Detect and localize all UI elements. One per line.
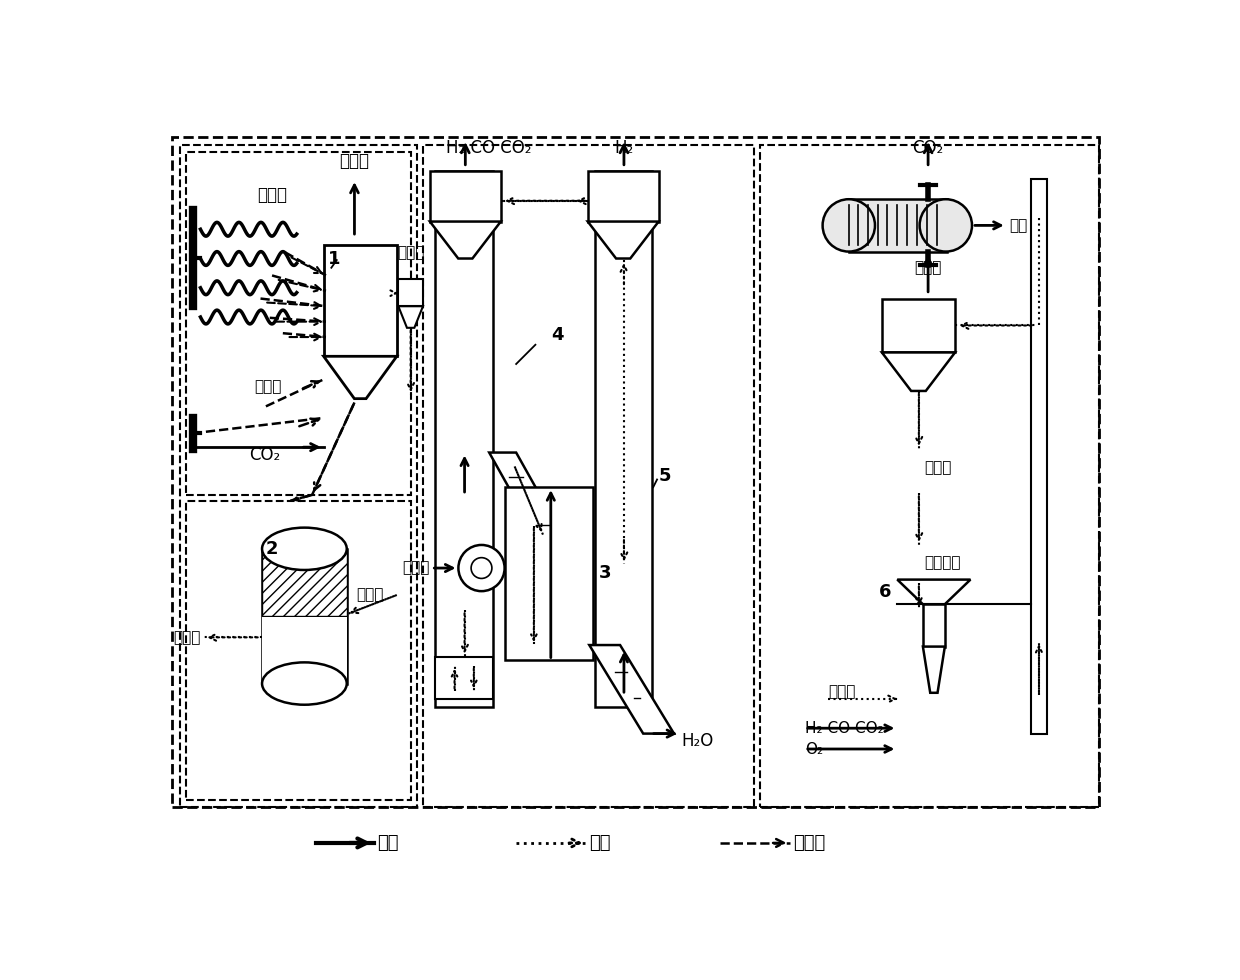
Bar xyxy=(849,199,946,252)
Text: O₂: O₂ xyxy=(805,742,823,757)
Text: 气体: 气体 xyxy=(377,834,399,852)
Bar xyxy=(595,172,652,707)
Text: H₂: H₂ xyxy=(614,139,634,157)
Bar xyxy=(505,487,593,661)
Bar xyxy=(882,299,955,353)
Bar xyxy=(262,549,347,684)
Bar xyxy=(588,172,658,221)
Text: 合成气: 合成气 xyxy=(340,152,370,170)
Text: 3: 3 xyxy=(599,564,611,582)
Polygon shape xyxy=(882,353,955,391)
Bar xyxy=(172,137,1099,807)
Polygon shape xyxy=(490,453,570,549)
Bar xyxy=(423,144,754,807)
Polygon shape xyxy=(589,645,675,734)
Text: 4: 4 xyxy=(551,325,563,344)
Bar xyxy=(186,152,410,495)
Text: 换热器: 换热器 xyxy=(914,260,942,275)
Text: 固体: 固体 xyxy=(589,834,611,852)
Text: 合成气: 合成气 xyxy=(403,561,430,575)
Text: 稀土金属: 稀土金属 xyxy=(924,555,961,570)
Bar xyxy=(398,279,423,306)
Text: 生物灰: 生物灰 xyxy=(924,461,951,475)
Polygon shape xyxy=(588,221,658,259)
Bar xyxy=(180,144,417,807)
Text: 5: 5 xyxy=(658,466,671,485)
Text: 太阳能: 太阳能 xyxy=(257,186,286,204)
Bar xyxy=(430,172,501,221)
Text: CO₂: CO₂ xyxy=(249,446,280,464)
Bar xyxy=(1030,179,1048,734)
Circle shape xyxy=(459,545,505,591)
Text: 生物炭: 生物炭 xyxy=(356,587,383,603)
Bar xyxy=(923,605,945,647)
Text: 6: 6 xyxy=(879,583,892,602)
Text: 1: 1 xyxy=(327,250,340,269)
Ellipse shape xyxy=(262,527,347,570)
Text: H₂ CO CO₂: H₂ CO CO₂ xyxy=(446,139,532,157)
Bar xyxy=(435,172,494,707)
Ellipse shape xyxy=(822,199,875,252)
Bar xyxy=(186,501,410,800)
Text: 石墨烯: 石墨烯 xyxy=(174,630,201,645)
Text: 生物炭: 生物炭 xyxy=(828,684,856,699)
Text: H₂ CO CO₂: H₂ CO CO₂ xyxy=(805,720,884,736)
Ellipse shape xyxy=(262,662,347,705)
Text: H₂O: H₂O xyxy=(682,732,714,751)
Polygon shape xyxy=(398,306,423,327)
Bar xyxy=(324,245,397,357)
Bar xyxy=(435,657,494,699)
Text: 2: 2 xyxy=(265,540,279,558)
Polygon shape xyxy=(923,647,945,693)
Text: 生物炭: 生物炭 xyxy=(397,245,424,260)
Ellipse shape xyxy=(920,199,972,252)
Bar xyxy=(262,549,347,615)
Text: 生物质: 生物质 xyxy=(254,379,281,395)
Polygon shape xyxy=(430,221,501,259)
Text: CO₂: CO₂ xyxy=(913,139,944,157)
Text: 太阳能: 太阳能 xyxy=(794,834,826,852)
Text: 能量: 能量 xyxy=(1009,218,1027,233)
Bar xyxy=(760,144,1099,807)
Polygon shape xyxy=(898,579,971,605)
Bar xyxy=(262,616,347,684)
Polygon shape xyxy=(324,357,397,399)
